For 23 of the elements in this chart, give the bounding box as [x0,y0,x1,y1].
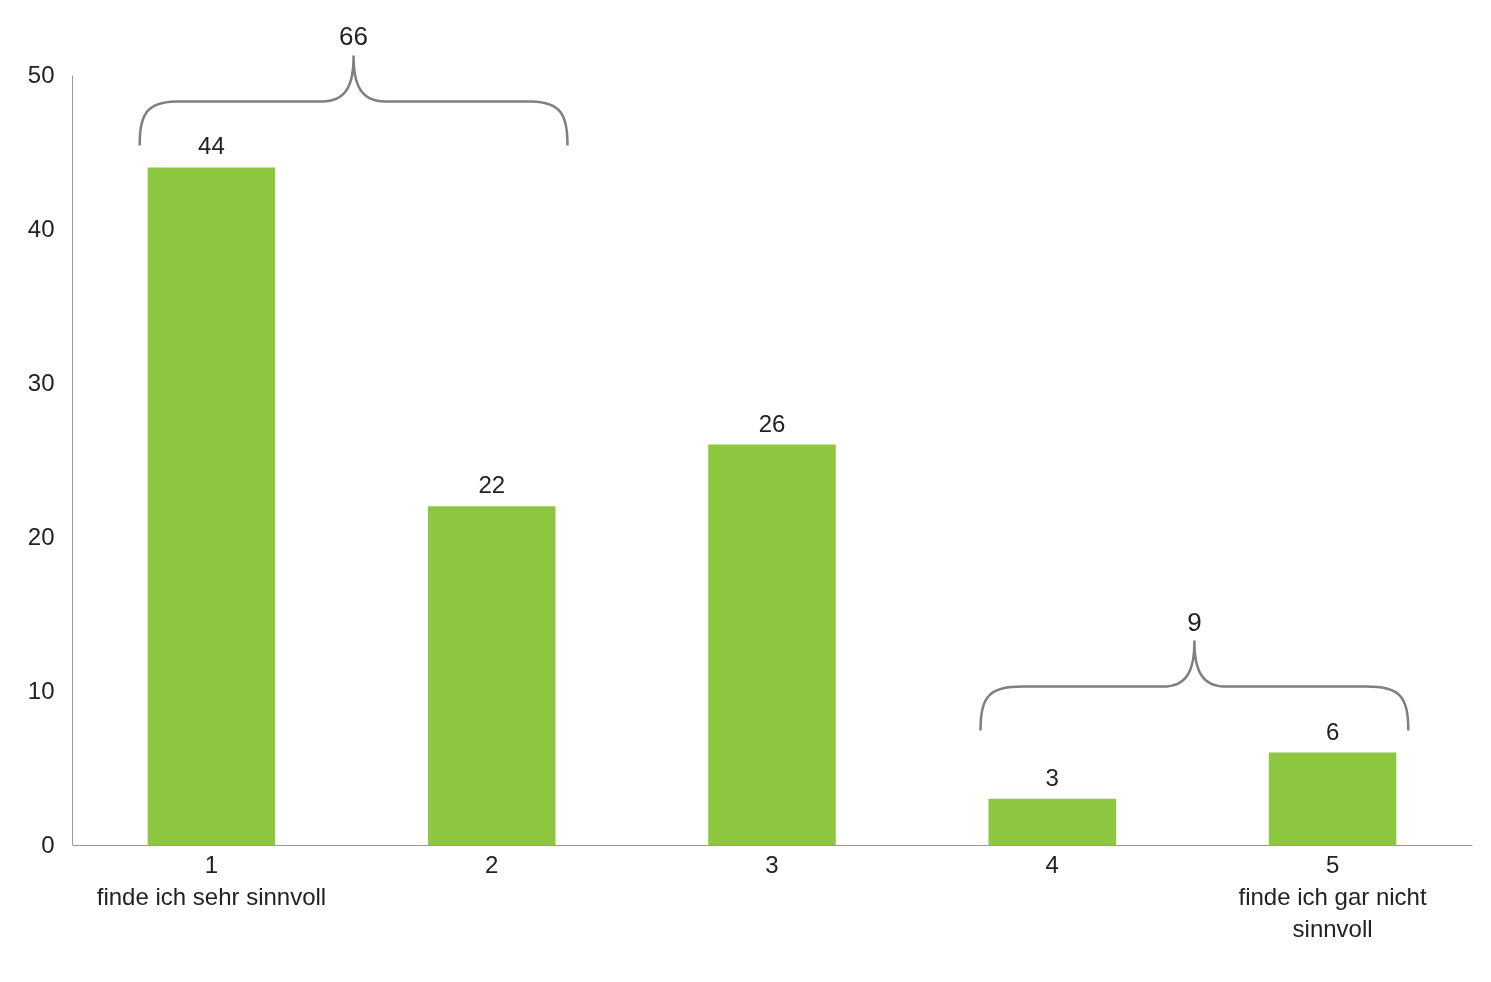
data-label: 3 [1045,763,1059,791]
x-tick-label: 3 [765,850,779,878]
x-tick-label: 5 finde ich gar nicht sinnvoll [1238,850,1427,942]
y-tick-label: 40 [27,214,55,242]
y-tick-label: 50 [27,60,55,88]
bar [708,444,836,845]
bar [1268,752,1397,845]
bar [988,798,1117,845]
text: 66 [339,21,369,52]
x-tick-label: 1 finde ich sehr sinnvoll [96,850,327,910]
data-label: 26 [758,409,786,437]
y-tick-label: 20 [27,522,55,550]
data-label: 6 [1325,717,1340,745]
bar [147,167,276,845]
data-label: 22 [478,471,506,499]
x-tick-label: 4 [1045,850,1059,878]
y-tick-label: 0 [41,830,55,858]
annotation: 9 [1187,606,1202,637]
y-tick-label: 10 [27,676,55,704]
data-label: 44 [198,132,225,160]
bar [427,506,556,845]
x-tick-label: 2 [485,850,499,878]
y-tick-label: 30 [27,368,55,396]
